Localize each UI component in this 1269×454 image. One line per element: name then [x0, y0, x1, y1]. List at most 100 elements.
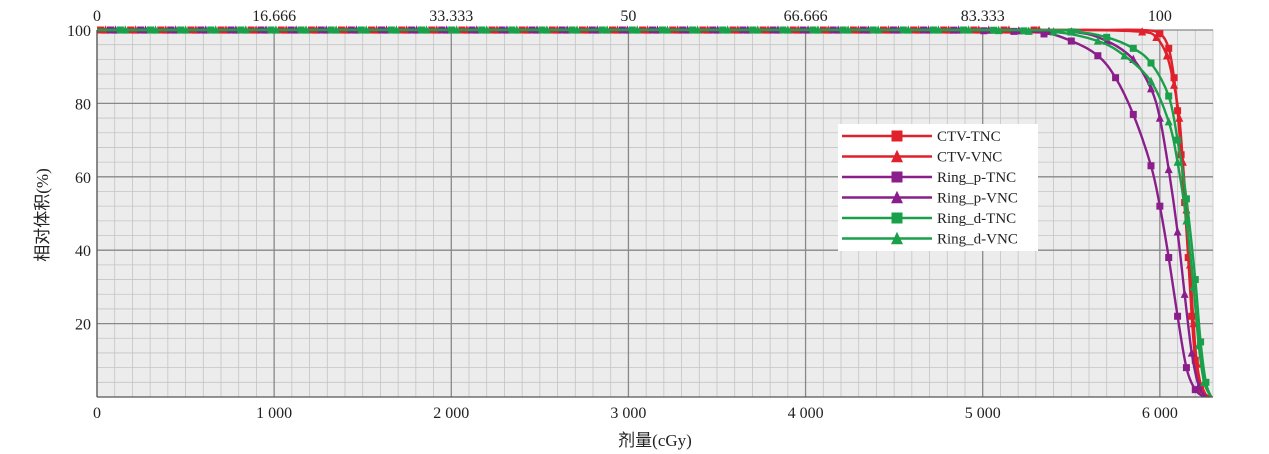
data-point	[1129, 44, 1137, 52]
legend-label: Ring_d-TNC	[937, 211, 1016, 227]
legend-item: CTV-TNC	[842, 129, 1001, 145]
series-line	[96, 28, 1213, 398]
data-point	[874, 25, 883, 34]
legend-marker	[891, 212, 903, 224]
data-point	[904, 25, 913, 34]
data-point	[1147, 76, 1155, 86]
data-point	[1189, 318, 1198, 328]
data-point	[1194, 340, 1203, 350]
data-point	[1182, 364, 1190, 372]
data-point	[1182, 216, 1191, 225]
data-point	[1164, 164, 1173, 174]
data-point	[1093, 36, 1102, 45]
data-point	[663, 25, 672, 34]
data-point	[1187, 348, 1196, 357]
y-tick-label: 100	[67, 23, 91, 40]
data-point	[934, 25, 943, 34]
data-point	[1184, 254, 1192, 262]
top-axis-label: 0	[93, 8, 101, 25]
x-tick-label: 6 000	[1142, 405, 1178, 422]
data-point	[1138, 27, 1147, 36]
data-point	[1165, 92, 1173, 100]
legend-box	[838, 124, 1038, 251]
series-layer	[96, 25, 1213, 398]
data-point	[1189, 282, 1198, 291]
data-point	[994, 25, 1003, 35]
data-point	[181, 25, 190, 34]
data-point	[1147, 84, 1155, 93]
data-point	[1049, 27, 1058, 36]
top-axis-label: 33.333	[429, 8, 473, 25]
data-point	[1175, 113, 1184, 122]
data-point	[783, 25, 792, 34]
data-point	[813, 25, 822, 34]
data-point	[542, 25, 551, 34]
y-tick-label: 80	[75, 96, 91, 113]
plot-background	[97, 30, 1213, 397]
data-point	[1147, 162, 1155, 170]
legend-marker	[891, 231, 903, 245]
data-point	[1112, 74, 1120, 82]
data-point	[1010, 27, 1018, 35]
legend: CTV-TNC CTV-VNC Ring_p-TNC Ring_p-VNC Ring_d…	[838, 124, 1038, 251]
data-point	[512, 25, 521, 34]
legend-item: Ring_d-VNC	[842, 232, 1018, 248]
data-point	[422, 25, 431, 34]
data-point	[1094, 52, 1102, 60]
data-point	[1152, 32, 1161, 42]
data-point	[964, 25, 973, 34]
data-point	[1067, 37, 1075, 45]
data-point	[1103, 33, 1111, 41]
data-point	[1170, 74, 1178, 82]
data-point	[1147, 59, 1155, 67]
legend-item: Ring_p-VNC	[842, 191, 1018, 207]
x-axis-title: 剂量(cGy)	[618, 431, 692, 450]
data-point	[844, 25, 853, 34]
data-point	[211, 25, 220, 34]
top-axis-label: 16.666	[252, 8, 296, 25]
data-point	[1191, 276, 1199, 284]
minor-grid	[97, 30, 1214, 397]
data-point	[1174, 136, 1182, 144]
data-point	[1165, 254, 1173, 262]
data-point	[241, 25, 250, 34]
data-point	[1120, 51, 1129, 60]
legend-marker	[891, 130, 903, 142]
x-tick-label: 3 000	[610, 405, 646, 422]
data-point	[1170, 80, 1179, 89]
data-point	[302, 25, 311, 34]
data-point	[1180, 289, 1189, 298]
data-point	[1162, 51, 1171, 60]
x-tick-label: 2 000	[433, 405, 469, 422]
legend-label: Ring_p-TNC	[937, 170, 1016, 186]
legend-label: CTV-TNC	[937, 129, 1001, 145]
legend-label: Ring_p-VNC	[937, 191, 1018, 207]
data-point	[362, 25, 371, 34]
data-point	[452, 25, 461, 34]
data-point	[753, 25, 762, 34]
data-point	[1156, 202, 1164, 210]
data-point	[693, 25, 702, 34]
data-point	[392, 25, 401, 34]
data-point	[1173, 157, 1182, 166]
data-point	[1067, 28, 1075, 36]
data-point	[1182, 195, 1190, 203]
data-point	[271, 25, 280, 34]
data-point	[573, 25, 582, 34]
series-Ring_d-VNC	[96, 25, 1213, 398]
legend-label: Ring_d-VNC	[937, 232, 1018, 248]
y-tick-label: 20	[75, 317, 91, 334]
data-point	[1129, 110, 1137, 118]
data-point	[603, 25, 612, 34]
y-axis-title: 相对体积(%)	[33, 168, 52, 261]
data-point	[1155, 113, 1164, 122]
top-axis-label: 50	[620, 8, 636, 25]
plot-area	[97, 30, 1213, 397]
x-tick-label: 1 000	[256, 405, 292, 422]
data-point	[1156, 30, 1164, 38]
data-point	[1040, 30, 1048, 38]
data-point	[482, 25, 491, 34]
data-point	[1194, 381, 1203, 390]
x-tick-label: 5 000	[965, 405, 1001, 422]
data-point	[633, 25, 642, 34]
